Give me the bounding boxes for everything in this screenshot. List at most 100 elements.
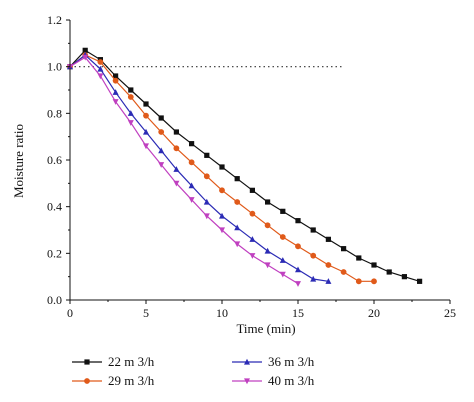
x-tick-label: 5 [143, 306, 149, 320]
data-point [112, 99, 119, 105]
data-point [356, 255, 362, 261]
legend-entry: 29 m 3/h [72, 373, 155, 388]
data-point [127, 94, 134, 100]
data-point [219, 212, 225, 219]
legend-label: 36 m 3/h [268, 354, 315, 369]
data-point [203, 213, 210, 220]
data-point [97, 73, 104, 80]
data-point [234, 176, 240, 182]
legend-entry: 22 m 3/h [72, 354, 155, 369]
data-point [219, 187, 225, 194]
data-point [249, 253, 256, 259]
data-point [219, 164, 225, 170]
data-point [341, 246, 347, 252]
x-tick-label: 25 [444, 306, 456, 320]
data-point [295, 243, 301, 250]
data-point [325, 278, 332, 284]
series-1 [67, 47, 423, 284]
data-point [158, 115, 164, 121]
plot-area [67, 47, 423, 287]
legend-entry: 40 m 3/h [232, 373, 315, 388]
data-point [158, 129, 165, 135]
data-point [203, 198, 210, 205]
data-point [295, 281, 301, 287]
data-point [417, 278, 423, 284]
y-tick-label: 1.0 [47, 60, 62, 74]
data-point [203, 173, 210, 180]
legend-marker [244, 358, 250, 365]
data-point [189, 141, 195, 147]
legend-label: 40 m 3/h [268, 373, 315, 388]
data-point [82, 47, 88, 53]
data-point [112, 89, 119, 95]
data-point [158, 162, 165, 168]
y-tick-label: 0.8 [47, 106, 62, 120]
data-point [355, 278, 362, 285]
legend-label: 22 m 3/h [108, 354, 155, 369]
series-2 [67, 52, 377, 285]
data-point [173, 145, 180, 152]
data-point [264, 222, 271, 229]
data-point [234, 241, 241, 248]
data-point [143, 101, 149, 107]
x-tick-label: 0 [67, 306, 73, 320]
x-axis-title: Time (min) [236, 321, 295, 336]
x-tick-label: 20 [368, 306, 380, 320]
x-tick-label: 10 [216, 306, 228, 320]
data-point [249, 210, 256, 217]
data-point [143, 143, 149, 150]
data-point [264, 262, 271, 269]
data-point [204, 152, 210, 158]
y-tick-label: 0.2 [47, 246, 62, 260]
data-point [173, 166, 180, 172]
data-point [295, 266, 301, 273]
data-point [188, 197, 195, 203]
data-point [265, 199, 271, 205]
y-tick-label: 1.2 [47, 13, 62, 27]
data-point [279, 234, 286, 240]
data-point [279, 271, 286, 278]
data-point [173, 180, 180, 187]
data-point [219, 227, 225, 234]
data-point [325, 262, 332, 268]
data-point [143, 112, 149, 119]
data-point [371, 262, 377, 268]
data-point [234, 224, 241, 231]
data-point [82, 54, 89, 61]
series-line [69, 56, 299, 285]
series-4 [67, 54, 301, 287]
legend-entry: 36 m 3/h [232, 354, 315, 369]
legend-marker [244, 378, 250, 385]
data-point [371, 278, 377, 285]
axes: 0 5 10 15 20 25 0.0 0.2 0.4 0.6 0.8 1.0 1.2 [47, 13, 456, 320]
y-tick-label: 0.4 [47, 200, 62, 214]
data-point [340, 269, 347, 275]
x-tick-label: 15 [292, 306, 304, 320]
data-point [188, 182, 195, 189]
y-tick-label: 0.0 [47, 293, 62, 307]
data-point [280, 208, 286, 214]
data-point [264, 247, 271, 254]
series-line [69, 49, 420, 282]
data-point [325, 236, 331, 242]
data-point [128, 87, 134, 93]
data-point [234, 199, 241, 205]
y-tick-label: 0.6 [47, 153, 62, 167]
data-point [310, 227, 316, 233]
data-point [401, 274, 407, 280]
data-point [127, 110, 134, 116]
series-line [69, 54, 329, 282]
data-point [158, 147, 165, 154]
legend-marker [84, 359, 90, 365]
y-axis-title: Moisture ratio [11, 124, 26, 198]
data-point [97, 65, 104, 72]
data-point [188, 159, 195, 166]
data-point [173, 129, 179, 135]
data-point [97, 59, 104, 65]
data-point [279, 257, 286, 263]
data-point [113, 73, 119, 79]
data-point [386, 269, 392, 275]
legend-label: 29 m 3/h [108, 373, 155, 388]
data-point [127, 120, 134, 126]
